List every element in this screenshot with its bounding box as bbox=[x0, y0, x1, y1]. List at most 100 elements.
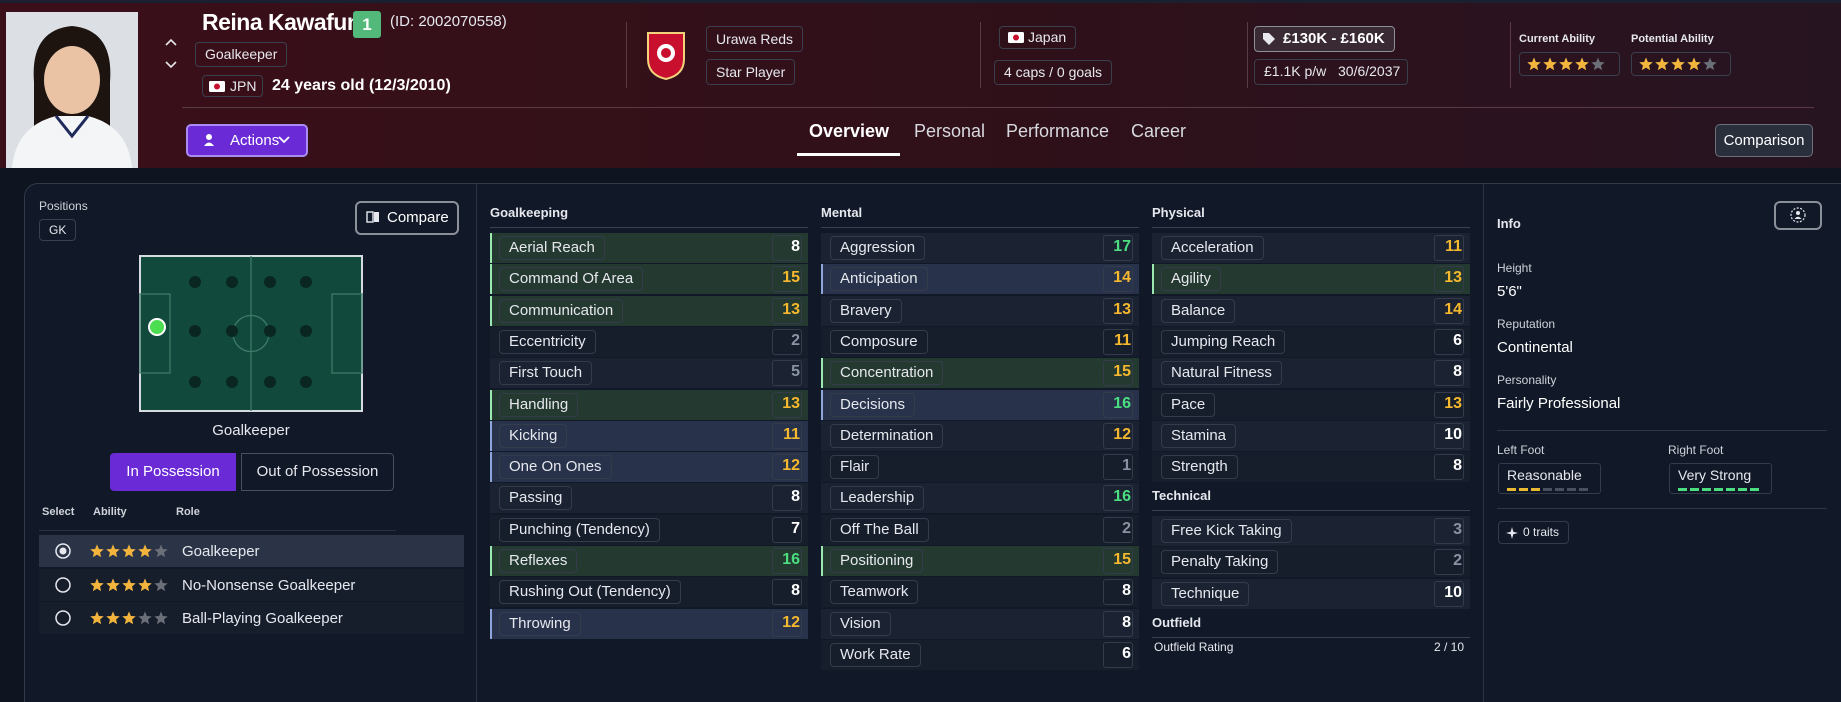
attribute-name: Jumping Reach bbox=[1161, 329, 1286, 354]
value-cell bbox=[1103, 235, 1133, 261]
attribute-name: Concentration bbox=[830, 361, 944, 386]
player-name: Reina Kawafune bbox=[202, 9, 373, 35]
arrow-up bbox=[165, 38, 177, 46]
star-full bbox=[106, 544, 120, 558]
position-dot bbox=[300, 325, 312, 337]
icon-head bbox=[1796, 211, 1800, 215]
attribute-row bbox=[821, 639, 1139, 670]
value-cell bbox=[1103, 297, 1133, 324]
photo-collar bbox=[54, 115, 90, 139]
comparison-button[interactable]: Comparison bbox=[1715, 124, 1813, 157]
attribute-name: Vision bbox=[830, 611, 891, 636]
info-rule bbox=[1497, 508, 1827, 509]
actions-button[interactable]: Actions bbox=[186, 124, 308, 157]
value-cell bbox=[772, 266, 802, 293]
nation-box bbox=[202, 75, 263, 97]
tab[interactable]: Performance bbox=[1006, 121, 1110, 141]
attribute-value: 12 bbox=[782, 457, 800, 475]
foot-segment bbox=[1579, 488, 1588, 491]
attribute-value: 15 bbox=[1113, 363, 1131, 381]
toggle[interactable]: Out of Possession bbox=[241, 453, 394, 491]
header-divider bbox=[980, 22, 981, 88]
attribute-row bbox=[821, 577, 1139, 608]
nation-code: JPN bbox=[230, 78, 257, 94]
traits-box[interactable]: 0 traits bbox=[1498, 521, 1570, 544]
wage: £1.1K p/w bbox=[1264, 63, 1327, 79]
tab[interactable]: Career bbox=[1131, 121, 1187, 141]
value-cell bbox=[1434, 422, 1464, 449]
attribute-value: 13 bbox=[1444, 269, 1462, 287]
value-cell bbox=[1434, 328, 1464, 355]
attribute-value: 8 bbox=[1122, 582, 1131, 600]
actions-icons bbox=[204, 134, 290, 146]
status-box: Star Player bbox=[706, 59, 796, 85]
info-label: Personality bbox=[1497, 373, 1557, 387]
value-cell bbox=[1434, 235, 1464, 261]
attribute-row bbox=[490, 514, 808, 545]
section-rule bbox=[821, 227, 1139, 228]
attribute-row bbox=[821, 264, 1139, 295]
value-cell bbox=[1103, 641, 1133, 668]
position-dot bbox=[300, 376, 312, 388]
star-full bbox=[122, 544, 136, 558]
value-cell bbox=[1103, 548, 1133, 574]
attribute-row bbox=[1152, 358, 1470, 389]
info-value: 5'6" bbox=[1497, 283, 1522, 300]
attribute-name: Teamwork bbox=[830, 580, 919, 605]
attribute-row bbox=[490, 420, 808, 451]
position-dot bbox=[264, 376, 276, 388]
chevron-down bbox=[278, 136, 290, 144]
value-cell bbox=[1103, 516, 1133, 543]
attribute-value: 7 bbox=[791, 519, 800, 537]
attribute-row bbox=[1152, 233, 1470, 263]
attribute-name: Bravery bbox=[830, 298, 902, 323]
sparkle bbox=[1506, 527, 1518, 539]
foot-label: Left Foot bbox=[1497, 443, 1545, 457]
section-title: Technical bbox=[1152, 488, 1212, 504]
info-label: Reputation bbox=[1497, 317, 1556, 331]
rating-value: 2 / 10 bbox=[1433, 639, 1464, 654]
toggle-active[interactable]: In Possession bbox=[110, 453, 236, 491]
foot-box bbox=[1498, 463, 1601, 494]
attribute-value: 2 bbox=[791, 331, 800, 349]
star-empty bbox=[154, 611, 168, 625]
positions-label: Positions bbox=[39, 199, 88, 213]
tag-shape bbox=[1263, 33, 1275, 45]
wage-box bbox=[1254, 59, 1408, 85]
attribute-row bbox=[490, 577, 808, 608]
star-full bbox=[106, 611, 120, 625]
attribute-row bbox=[821, 546, 1139, 576]
role-radio bbox=[55, 610, 71, 626]
tab[interactable]: Personal bbox=[914, 121, 986, 141]
attribute-row bbox=[821, 483, 1139, 514]
attribute-name: Passing bbox=[499, 486, 573, 511]
attribute-row bbox=[490, 295, 808, 326]
badge-core bbox=[661, 48, 671, 58]
attribute-value: 11 bbox=[1445, 238, 1462, 255]
compare-icon-a bbox=[366, 211, 374, 223]
person-head bbox=[206, 134, 212, 140]
value-cell bbox=[772, 235, 802, 261]
attribute-name: One On Ones bbox=[499, 455, 612, 480]
attribute-row bbox=[490, 389, 808, 420]
info-icon-button[interactable] bbox=[1774, 201, 1822, 230]
value-cell bbox=[772, 610, 802, 637]
attribute-name: Stamina bbox=[1161, 423, 1237, 448]
attribute-row bbox=[1152, 295, 1470, 326]
attribute-row bbox=[821, 326, 1139, 357]
attribute-row bbox=[821, 295, 1139, 326]
contract: 30/6/2037 bbox=[1338, 63, 1401, 79]
attribute-value: 13 bbox=[782, 394, 800, 412]
potential-ability-label: Potential Ability bbox=[1631, 33, 1714, 45]
attribute-value: 6 bbox=[1453, 331, 1462, 349]
tab[interactable]: Overview bbox=[809, 121, 890, 141]
compare-button[interactable]: Compare bbox=[355, 201, 459, 235]
star-full bbox=[122, 611, 136, 625]
stars-box bbox=[1631, 52, 1731, 76]
position-dot bbox=[264, 276, 276, 288]
value-cell bbox=[1103, 266, 1133, 293]
value-cell bbox=[772, 360, 802, 387]
star-full bbox=[1687, 57, 1701, 71]
position-dot bbox=[226, 376, 238, 388]
attribute-value: 12 bbox=[1113, 425, 1131, 443]
